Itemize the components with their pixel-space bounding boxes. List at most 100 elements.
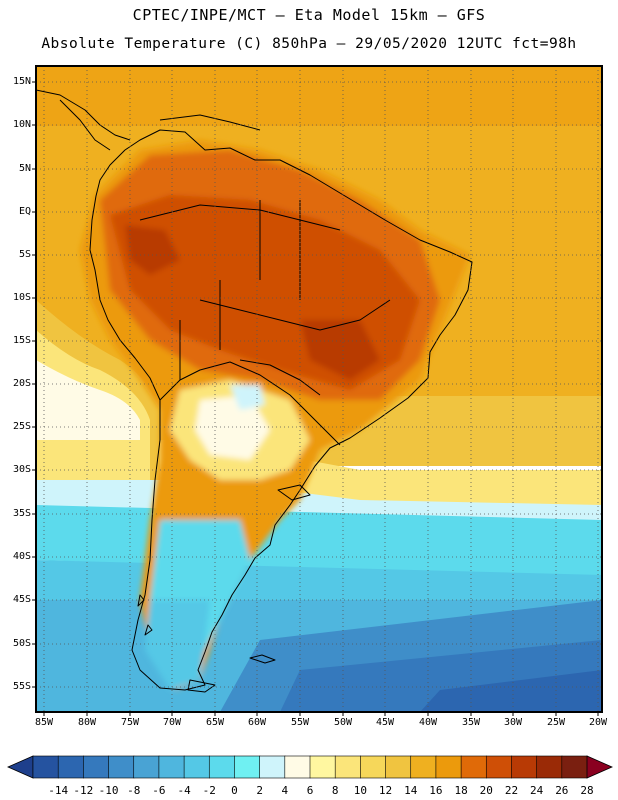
lon-label: 80W [77, 717, 97, 728]
band-blue4 [420, 670, 602, 712]
colorbar-label: 22 [504, 784, 519, 797]
land-cyan-south [145, 600, 210, 690]
colorbar-arrow-right [586, 755, 613, 779]
colorbar-swatch [133, 755, 160, 779]
coast-central-america [36, 89, 131, 151]
lat-label: 10N [12, 119, 31, 130]
colorbar-swatch [410, 755, 437, 779]
lat-label: 35S [12, 508, 31, 519]
colorbar [7, 755, 613, 779]
border-brazil-bolivia [199, 299, 391, 331]
axis-ticks [32, 81, 599, 716]
lon-label: 60W [247, 717, 267, 728]
lon-label: 35W [461, 717, 481, 728]
colorbar-label: -4 [177, 784, 191, 797]
colorbar-swatch [511, 755, 538, 779]
lon-label: 65W [205, 717, 225, 728]
colorbar-label: -14 [48, 784, 69, 797]
lon-label: 45W [375, 717, 395, 728]
lon-label: 85W [34, 717, 54, 728]
colorbar-swatch [32, 755, 59, 779]
colorbar-label: 2 [256, 784, 263, 797]
lat-label: 5S [18, 249, 31, 260]
colorbar-label: -10 [98, 784, 119, 797]
colorbar-swatch [460, 755, 487, 779]
colorbar-label: 26 [555, 784, 569, 797]
chart-title-line2: Absolute Temperature (C) 850hPa – 29/05/… [41, 36, 577, 52]
colorbar-label: 6 [306, 784, 314, 797]
lat-label: 55S [12, 681, 31, 692]
colorbar-swatch [334, 755, 361, 779]
island-chile-2 [144, 624, 153, 636]
colorbar-swatch [208, 755, 236, 779]
border-andes [159, 361, 341, 446]
colorbar-label: 24 [530, 784, 544, 797]
lat-label: 25S [12, 421, 31, 432]
colorbar-swatch [536, 755, 563, 779]
band-north-far [36, 66, 602, 126]
lon-label: 50W [333, 717, 353, 728]
colorbar-swatch [309, 755, 336, 779]
land-pale-spot [230, 385, 265, 410]
colorbar-swatch [234, 755, 261, 779]
colorbar-swatch [284, 755, 311, 779]
lat-label: 15S [12, 335, 31, 346]
land-hot3 [125, 225, 180, 275]
colorbar-label: 8 [331, 784, 339, 797]
colorbar-label: 4 [281, 784, 289, 797]
colorbar-label: -6 [152, 784, 166, 797]
colorbar-swatch [485, 755, 513, 779]
lon-label: 25W [546, 717, 566, 728]
colorbar-swatch [360, 755, 387, 779]
colorbar-swatch [183, 755, 210, 779]
band-west-cream [36, 360, 140, 440]
colorbar-label: 12 [378, 784, 393, 797]
island-falklands [249, 654, 276, 664]
colorbar-label: 16 [429, 784, 443, 797]
colorbar-swatch [435, 755, 462, 779]
colorbar-label: 28 [580, 784, 594, 797]
colorbar-swatch [561, 755, 588, 779]
colorbar-label: 20 [479, 784, 493, 797]
land-hot4 [300, 320, 380, 380]
lat-label: 15N [12, 76, 31, 87]
lon-label: 75W [120, 717, 140, 728]
lat-label: EQ [18, 206, 31, 217]
border-misc [179, 200, 301, 380]
colorbar-swatch [158, 755, 185, 779]
lat-label: 40S [12, 551, 31, 562]
coastline-layer [36, 89, 473, 693]
lat-label: 30S [12, 464, 31, 475]
land-cream-argentina [195, 395, 270, 460]
colorbar-arrow-left [7, 755, 34, 779]
colorbar-label: 0 [231, 784, 238, 797]
colorbar-swatch [259, 755, 286, 779]
colorbar-label: 14 [404, 784, 418, 797]
lon-label: 70W [162, 717, 182, 728]
border-paraguay [239, 359, 321, 396]
colorbar-label: -2 [202, 784, 216, 797]
lon-label: 40W [418, 717, 438, 728]
lagoon-uruguay [277, 484, 311, 501]
map-plot-area [36, 66, 602, 712]
lat-label: 5N [18, 163, 31, 174]
lon-label: 30W [503, 717, 523, 728]
map-frame [35, 65, 603, 713]
lon-label: 20W [588, 717, 608, 728]
island-chile-1 [137, 594, 145, 607]
coastline-south-america [89, 129, 473, 691]
lat-label: 50S [12, 638, 31, 649]
lat-label: 45S [12, 594, 31, 605]
colorbar-swatch [57, 755, 84, 779]
colorbar-label: 10 [353, 784, 367, 797]
colorbar-swatch [108, 755, 135, 779]
colorbar-swatch [83, 755, 110, 779]
chart-title-line1: CPTEC/INPE/MCT – Eta Model 15km – GFS [132, 6, 486, 24]
colorbar-label: -8 [127, 784, 141, 797]
colorbar-label: -12 [73, 784, 94, 797]
colorbar-swatch [385, 755, 412, 779]
lat-label: 10S [12, 292, 31, 303]
colorbar-label: 18 [454, 784, 468, 797]
lon-label: 55W [290, 717, 310, 728]
